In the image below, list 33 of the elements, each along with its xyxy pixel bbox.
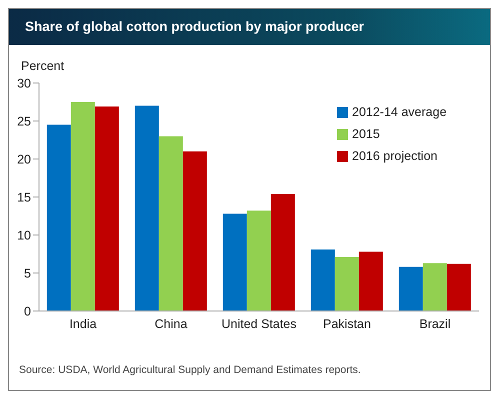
legend-label: 2012-14 average xyxy=(352,105,447,119)
bar xyxy=(398,266,423,311)
bar xyxy=(358,252,383,311)
bar xyxy=(134,106,159,311)
y-tick-label: 10 xyxy=(17,228,32,242)
x-tick-label: China xyxy=(154,316,188,331)
x-tick-label: Pakistan xyxy=(323,316,372,331)
y-tick-label: 30 xyxy=(17,76,32,90)
chart-title: Share of global cotton production by major producer xyxy=(9,9,490,45)
legend-label: 2016 projection xyxy=(352,149,438,163)
y-tick-label: 25 xyxy=(17,114,32,128)
bar xyxy=(270,194,295,311)
source-note: Source: USDA, World Agricultural Supply and Demand Estimates reports. xyxy=(19,364,361,376)
bar xyxy=(158,136,183,311)
x-tick-label: India xyxy=(69,316,97,331)
y-tick-label: 20 xyxy=(17,152,32,166)
bar xyxy=(70,102,95,311)
y-tick-label: 5 xyxy=(24,266,32,280)
bar xyxy=(246,210,271,311)
bar xyxy=(222,214,247,311)
bar xyxy=(334,257,359,311)
bar xyxy=(310,249,335,311)
x-tick-label: Brazil xyxy=(419,316,451,331)
legend-label: 2015 xyxy=(352,127,380,141)
y-axis-title: Percent xyxy=(21,59,64,73)
bar xyxy=(422,263,447,311)
bar xyxy=(182,151,207,311)
y-tick-label: 15 xyxy=(17,190,32,204)
x-tick-label: United States xyxy=(221,316,297,331)
bar xyxy=(94,106,119,311)
y-tick-label: 0 xyxy=(24,304,32,318)
bar xyxy=(46,124,71,311)
bar xyxy=(446,264,471,311)
